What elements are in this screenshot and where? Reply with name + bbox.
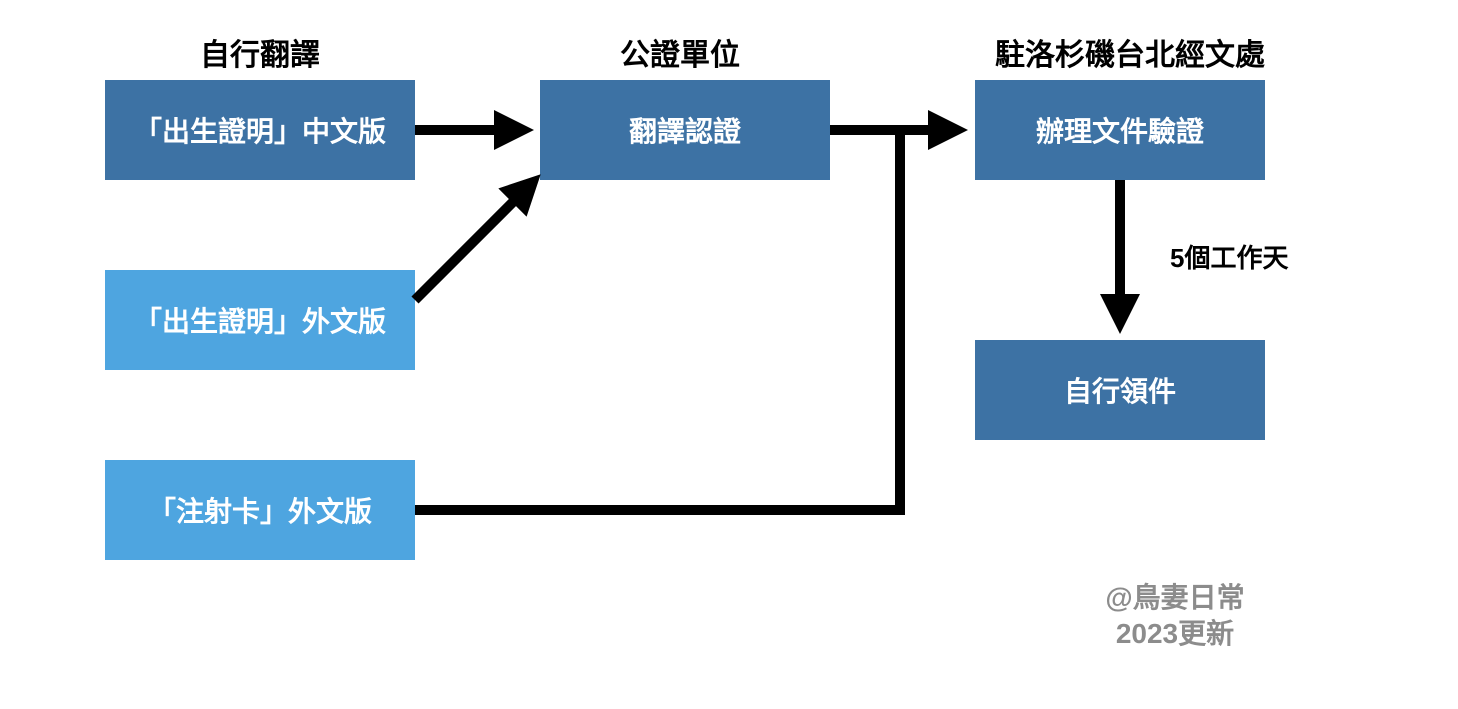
- node-translation-cert: 翻譯認證: [540, 80, 830, 180]
- edge-n2-n4: [415, 187, 528, 300]
- footer-credit: @鳥妻日常 2023更新: [1050, 580, 1300, 653]
- edge-label-5-workdays: 5個工作天: [1170, 238, 1288, 275]
- header-col1: 自行翻譯: [160, 30, 360, 74]
- edge-n3-join: [415, 130, 900, 510]
- header-col3: 駐洛杉磯台北經文處: [950, 30, 1310, 74]
- footer-line1: @鳥妻日常: [1050, 580, 1300, 616]
- header-col2: 公證單位: [580, 30, 780, 74]
- footer-line2: 2023更新: [1050, 616, 1300, 652]
- node-birth-cert-chinese: 「出生證明」中文版: [105, 80, 415, 180]
- node-document-verification: 辦理文件驗證: [975, 80, 1265, 180]
- node-self-pickup: 自行領件: [975, 340, 1265, 440]
- node-injection-card-foreign: 「注射卡」外文版: [105, 460, 415, 560]
- node-birth-cert-foreign: 「出生證明」外文版: [105, 270, 415, 370]
